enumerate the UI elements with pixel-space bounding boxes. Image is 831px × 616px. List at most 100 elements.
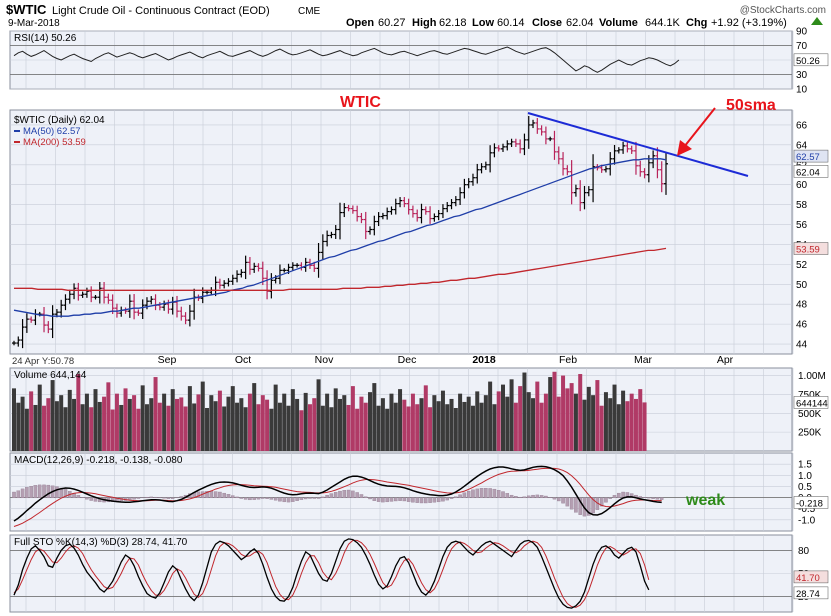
macd-histogram-bar — [501, 491, 505, 499]
volume-bar — [54, 401, 59, 451]
volume-bar — [63, 407, 68, 451]
macd-histogram-bar — [454, 496, 458, 499]
macd-histogram-bar — [273, 497, 278, 501]
macd-histogram-bar — [574, 497, 578, 513]
macd-histogram-bar — [548, 497, 552, 499]
volume-bar — [16, 402, 21, 451]
volume-bar — [376, 405, 381, 451]
macd-histogram-bar — [55, 486, 59, 499]
volume-bar — [492, 404, 497, 451]
macd-histogram-bar — [20, 488, 25, 499]
volume-bar — [295, 398, 300, 451]
macd-histogram-bar — [458, 494, 462, 499]
sto-d-line — [13, 539, 650, 608]
volume-bar — [582, 399, 587, 451]
volume-bar — [513, 402, 518, 451]
volume-tick-label: 250K — [798, 428, 822, 439]
macd-histogram-bar — [462, 492, 467, 499]
macd-histogram-bar — [243, 497, 248, 500]
macd-histogram-bar — [625, 492, 630, 499]
macd-histogram-bar — [346, 489, 351, 499]
annotation-50sma: 50sma — [726, 97, 776, 114]
macd-histogram-bar — [235, 496, 239, 499]
ma50-last-label-tag — [793, 149, 829, 163]
volume-bar — [20, 396, 25, 451]
ma200-last-label-tag — [793, 242, 829, 255]
volume-bar — [595, 380, 600, 451]
macd-histogram-bar — [544, 495, 548, 499]
price-tick-label: 52 — [796, 260, 808, 271]
low-value: 60.14 — [497, 17, 525, 29]
macd-histogram-bar — [256, 497, 261, 500]
volume-bar — [415, 404, 420, 451]
macd-histogram-bar — [213, 491, 218, 499]
macd-histogram-bar — [351, 490, 355, 499]
macd-histogram-bar — [248, 497, 252, 501]
macd-histogram-bar — [488, 488, 492, 499]
volume-bar — [230, 386, 235, 451]
macd-histogram-bar — [282, 497, 286, 503]
volume-bar — [526, 392, 531, 451]
volume-bar — [612, 384, 617, 451]
macd-histogram-bar — [471, 489, 475, 499]
x-axis-label: 2018 — [472, 354, 496, 366]
volume-bar — [333, 388, 338, 451]
macd-histogram-bar — [535, 494, 540, 499]
volume-bar — [466, 396, 471, 451]
volume-bar — [312, 398, 317, 451]
volume-bar — [608, 398, 613, 451]
volume-bar — [548, 377, 553, 451]
x-axis-label: Sep — [158, 354, 177, 366]
macd-histogram-bar — [552, 497, 557, 500]
volume-bar — [299, 410, 304, 451]
macd-histogram-bar — [226, 494, 231, 499]
volume-tick-label: 750K — [798, 390, 822, 401]
macd-histogram-bar — [612, 495, 617, 499]
macd-histogram-bar — [42, 484, 46, 499]
volume-bar — [93, 389, 98, 451]
volume-bar — [102, 396, 107, 451]
panels: 9070503010RSI(14) 50.2650.26666462605856… — [9, 27, 829, 613]
volume-bar — [286, 405, 291, 451]
ma200-line — [14, 247, 667, 291]
macd-histogram-bar — [526, 495, 531, 499]
volume-bar — [505, 396, 510, 451]
chg-label: Chg — [686, 17, 707, 29]
volume-bar — [385, 408, 390, 451]
volume-bar — [325, 393, 330, 451]
price-tick-label: 66 — [796, 120, 808, 131]
volume-bar — [192, 403, 197, 451]
volume-bar — [235, 402, 240, 451]
sto-tick-label: 80 — [798, 546, 810, 557]
price-tick-label: 46 — [796, 320, 808, 331]
volume-bar — [518, 386, 523, 451]
volume-bar — [389, 393, 394, 451]
macd-histogram-bar — [372, 497, 377, 501]
macd-histogram-bar — [385, 497, 389, 503]
volume-bar — [226, 396, 231, 451]
macd-histogram-bar — [432, 497, 437, 503]
macd-tick-label: 0.5 — [798, 482, 812, 493]
volume-bar — [621, 390, 626, 451]
macd-histogram-bar — [239, 497, 244, 499]
macd-histogram-bar — [312, 497, 317, 499]
volume-panel: 1.00M 750K 500K 250K Volume 644,144 644144 — [9, 367, 829, 452]
macd-histogram-bar — [578, 497, 582, 515]
volume-bar — [76, 374, 81, 451]
volume-bar — [50, 380, 55, 451]
rsi-last-label-tag — [793, 53, 829, 67]
volume-bar — [213, 401, 218, 451]
volume-bar — [565, 388, 570, 451]
volume-bar — [552, 371, 557, 451]
macd-histogram-bar — [505, 493, 510, 499]
close-value: 62.04 — [566, 17, 594, 29]
volume-bar — [483, 395, 488, 451]
volume-bar — [277, 402, 282, 451]
macd-histogram-bar — [363, 496, 368, 499]
volume-bar — [625, 401, 630, 451]
volume-bar — [316, 379, 321, 451]
macd-histogram-bar — [608, 497, 612, 499]
